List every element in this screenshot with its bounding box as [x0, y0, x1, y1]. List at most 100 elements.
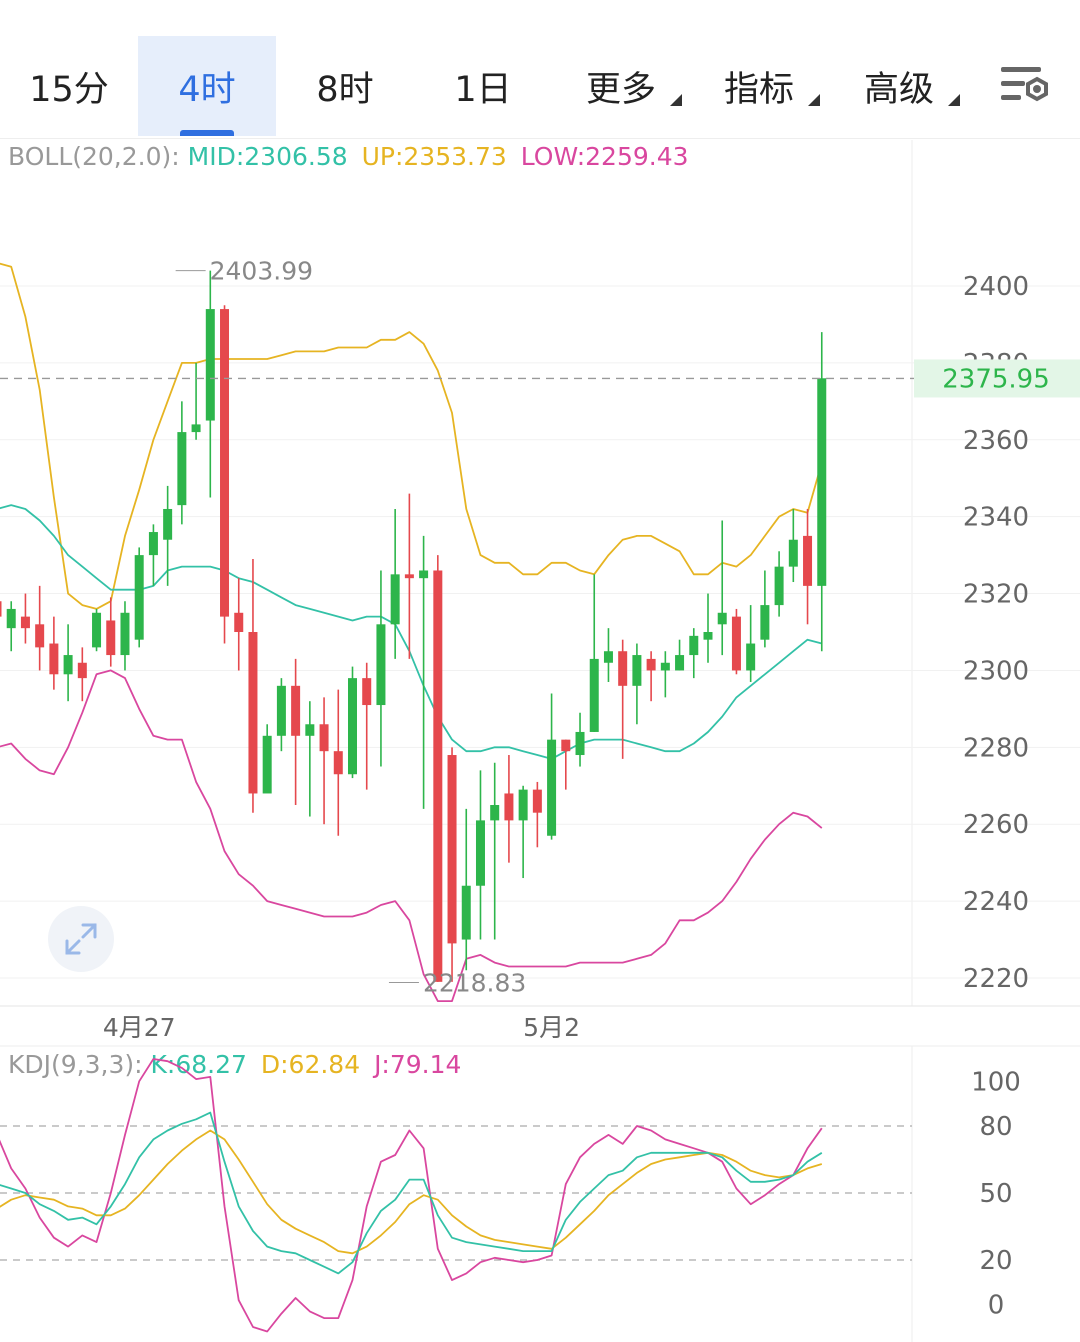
candle-up — [177, 432, 187, 506]
boll-upper-band — [0, 262, 823, 610]
tab-label: 15分 — [29, 69, 109, 110]
tab-8h[interactable]: 8时 — [276, 36, 414, 136]
price-tick-label: 2340 — [963, 503, 1029, 533]
candle-up — [390, 574, 400, 625]
boll-legend: BOLL(20,2.0): MID:2306.58 UP:2353.73 LOW… — [8, 142, 695, 171]
candle-down — [362, 678, 372, 706]
candle-down — [504, 793, 514, 821]
price-tick-label: 2240 — [963, 887, 1029, 917]
candle-up — [262, 735, 272, 794]
candle-up — [276, 685, 286, 736]
candle-up — [760, 605, 770, 640]
candle-up — [788, 539, 798, 567]
low-price-label: 2218.83 — [423, 968, 526, 997]
candle-down — [333, 751, 343, 775]
boll-low-value: LOW:2259.43 — [520, 142, 689, 171]
current-price-tag — [914, 359, 1080, 398]
price-tick-label: 2260 — [963, 810, 1029, 840]
chart-settings-button[interactable] — [980, 36, 1070, 136]
candle-up — [191, 424, 201, 433]
candle-up — [547, 739, 557, 836]
candle-down — [234, 612, 244, 632]
kdj-tick-label: 100 — [971, 1067, 1021, 1097]
tab-15min[interactable]: 15分 — [0, 36, 138, 136]
candle-down — [319, 724, 329, 752]
kdj-d-line — [0, 1129, 823, 1255]
kdj-j-line — [0, 1058, 823, 1333]
date-tick-label: 4月27 — [103, 1013, 176, 1042]
price-tick-label: 2360 — [963, 426, 1029, 456]
kdj-legend: KDJ(9,3,3): K:68.27 D:62.84 J:79.14 — [8, 1050, 467, 1079]
candle-up — [419, 570, 429, 579]
candle-down — [447, 755, 457, 944]
dropdown-caret-icon — [670, 94, 682, 106]
price-tick-label: 2220 — [963, 964, 1029, 994]
candle-up — [632, 655, 642, 686]
candle-up — [490, 805, 500, 821]
candle-up — [660, 662, 670, 671]
candle-down — [532, 789, 542, 813]
kdj-tick-label: 80 — [979, 1112, 1012, 1142]
candle-up — [575, 731, 585, 756]
candle-up — [148, 532, 158, 556]
period-tab-bar: 15分 4时 8时 1日 更多 指标 高级 — [0, 0, 1080, 139]
candle-down — [618, 651, 628, 686]
candle-up — [92, 612, 102, 648]
candle-up — [134, 555, 144, 640]
kdj-k-line — [0, 1111, 823, 1275]
date-tick-label: 5月2 — [523, 1013, 580, 1042]
candle-down — [731, 616, 741, 671]
tab-4h[interactable]: 4时 — [138, 36, 276, 136]
price-tick-label: 2300 — [963, 656, 1029, 686]
tab-label: 指标 — [723, 69, 794, 110]
candle-up — [305, 724, 315, 736]
boll-mid-value: MID:2306.58 — [187, 142, 348, 171]
candle-down — [49, 643, 59, 675]
candle-up — [461, 885, 471, 940]
candle-up — [603, 651, 613, 663]
boll-up-value: UP:2353.73 — [361, 142, 507, 171]
candle-up — [163, 508, 173, 540]
expand-chart-button[interactable] — [48, 906, 114, 972]
current-price-label: 2375.95 — [942, 364, 1050, 394]
candle-up — [675, 655, 685, 671]
candle-down — [646, 658, 656, 671]
tab-label: 更多 — [585, 69, 656, 110]
candle-up — [475, 820, 485, 886]
tab-label: 4时 — [178, 69, 236, 110]
candle-down — [404, 574, 414, 579]
candle-up — [348, 678, 357, 775]
candle-up — [817, 378, 827, 586]
tab-more[interactable]: 更多 — [562, 36, 682, 136]
high-price-label: 2403.99 — [210, 257, 313, 286]
tab-label: 8时 — [316, 69, 374, 110]
candle-up — [376, 624, 386, 706]
candle-up — [63, 655, 73, 675]
candle-down — [220, 309, 230, 617]
candle-up — [589, 658, 599, 732]
candle-up — [205, 309, 215, 421]
dropdown-caret-icon — [808, 94, 820, 106]
candle-up — [717, 612, 727, 625]
price-tick-label: 2320 — [963, 580, 1029, 610]
boll-name: BOLL(20,2.0): — [8, 142, 180, 171]
candle-up — [774, 566, 784, 606]
price-tick-label: 2280 — [963, 733, 1029, 763]
kdj-tick-label: 50 — [979, 1179, 1012, 1209]
candle-down — [77, 662, 87, 679]
kdj-tick-label: 20 — [979, 1246, 1012, 1276]
tab-indicators[interactable]: 指标 — [700, 36, 820, 136]
tab-advanced[interactable]: 高级 — [840, 36, 960, 136]
active-tab-indicator — [180, 130, 234, 136]
candle-down — [291, 685, 301, 736]
tab-1d[interactable]: 1日 — [414, 36, 552, 136]
candle-down — [248, 632, 258, 794]
tab-label: 高级 — [863, 69, 934, 110]
kdj-d-value: D:62.84 — [260, 1050, 361, 1079]
expand-icon — [65, 923, 97, 955]
kdj-k-value: K:68.27 — [150, 1050, 247, 1079]
candle-down — [0, 601, 2, 617]
kdj-tick-label: 0 — [988, 1291, 1005, 1321]
candle-up — [120, 612, 130, 656]
